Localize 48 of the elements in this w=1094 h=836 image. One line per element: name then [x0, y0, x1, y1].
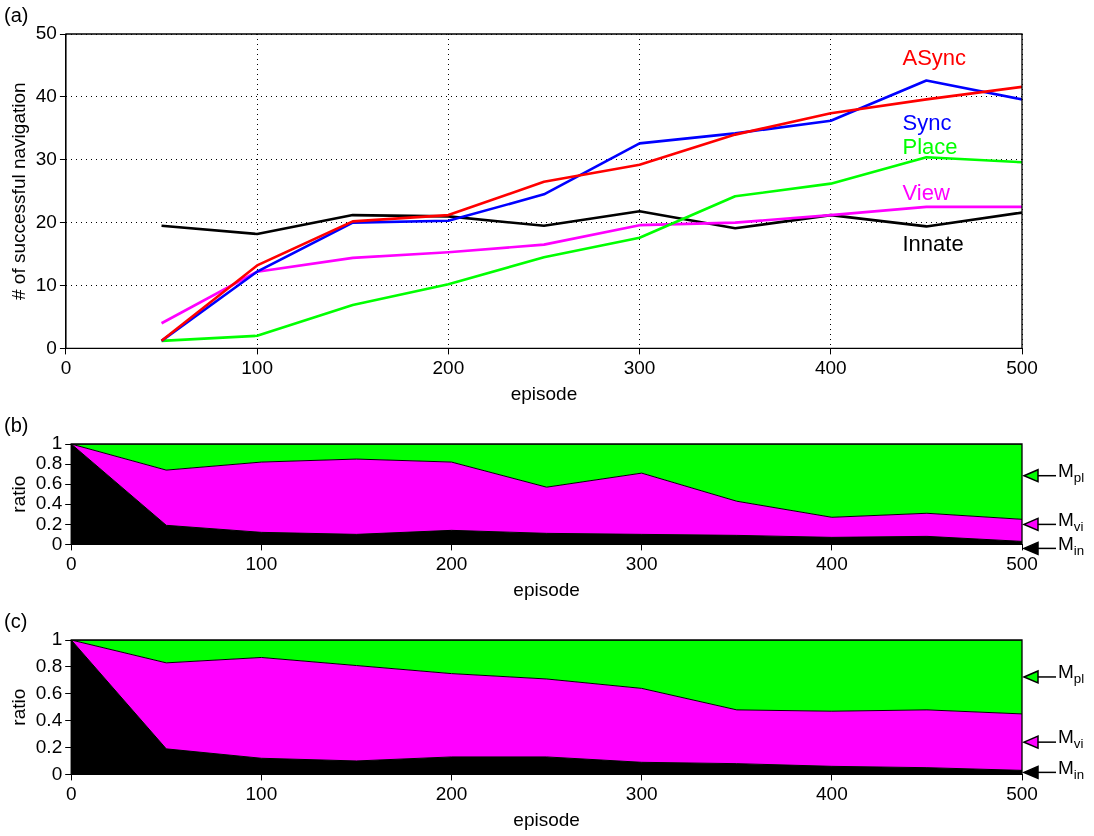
x-tick-label: 200: [435, 553, 468, 575]
chart-title: (b): [4, 413, 29, 436]
y-tick-label: 0: [51, 762, 63, 784]
x-tick-label: 200: [435, 783, 468, 805]
series-label: Sync: [902, 109, 952, 135]
x-tick-label: 200: [432, 357, 465, 379]
y-tick-label: 0.2: [35, 735, 63, 757]
y-tick-label: 50: [35, 22, 57, 44]
y-tick-label: 20: [35, 210, 57, 232]
y-tick-label: 0: [51, 532, 63, 554]
x-tick-label: 100: [245, 783, 278, 805]
x-tick-label: 500: [1006, 783, 1038, 805]
x-tick-label: 0: [65, 783, 77, 805]
x-tick-label: 300: [623, 357, 656, 379]
y-tick-label: 0.4: [35, 708, 63, 730]
x-tick-label: 500: [1006, 357, 1038, 379]
y-tick-label: 1: [51, 628, 63, 650]
y-tick-label: 1: [51, 432, 63, 454]
series-label: View: [902, 180, 950, 206]
y-tick-label: 0.2: [35, 512, 63, 534]
x-axis-title: episode: [513, 578, 580, 600]
x-tick-label: 300: [625, 553, 658, 575]
y-axis-title: ratio: [7, 688, 29, 726]
x-tick-label: 100: [241, 357, 273, 379]
y-tick-label: 10: [35, 273, 57, 295]
y-axis-title: # of successful navigation: [7, 82, 29, 300]
x-tick-label: 100: [245, 553, 278, 575]
y-tick-label: 30: [35, 147, 57, 169]
x-tick-label: 500: [1006, 553, 1038, 575]
x-tick-label: 400: [814, 357, 847, 379]
chart-title: (a): [4, 3, 29, 26]
x-axis-title: episode: [510, 382, 578, 404]
chart-title: (c): [4, 609, 28, 632]
x-tick-label: 0: [65, 553, 77, 575]
x-tick-label: 400: [815, 553, 848, 575]
x-tick-label: 300: [625, 783, 658, 805]
y-axis-title: ratio: [7, 475, 29, 513]
y-tick-label: 0.8: [35, 655, 63, 677]
y-tick-label: 0.8: [35, 452, 63, 474]
x-axis-title: episode: [513, 808, 580, 830]
series-label: ASync: [902, 45, 967, 71]
y-tick-label: 40: [35, 85, 57, 107]
y-tick-label: 0.4: [35, 492, 63, 514]
y-tick-label: 0.6: [35, 472, 63, 494]
series-label: Innate: [902, 230, 964, 256]
x-tick-label: 400: [815, 783, 848, 805]
y-tick-label: 0: [46, 336, 57, 358]
y-tick-label: 0.6: [35, 681, 63, 703]
